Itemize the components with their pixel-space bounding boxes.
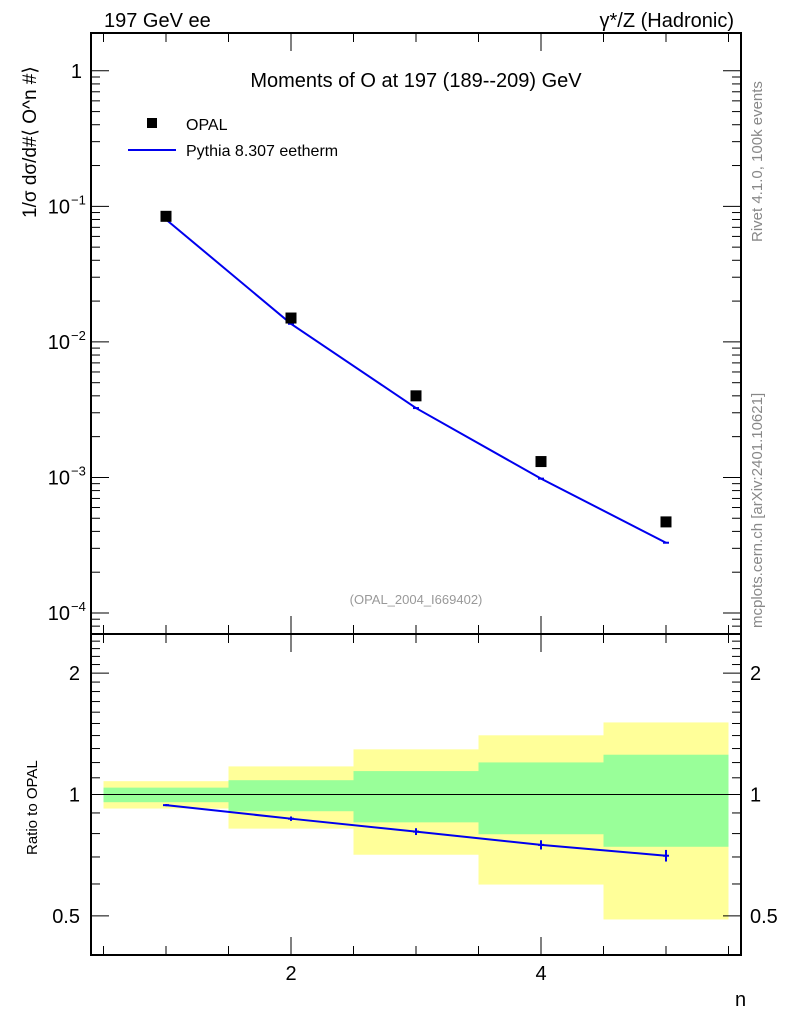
rivet-info: Rivet 4.1.0, 100k events: [749, 81, 766, 242]
band-inner: [478, 762, 604, 835]
y-axis-label: 1/σ dσ/d#⟨ O^n #⟩: [20, 66, 41, 218]
legend-pythia-label: Pythia 8.307 eetherm: [186, 143, 338, 160]
opal-point: [160, 210, 172, 222]
x-axis-label: n: [735, 989, 746, 1011]
opal-point: [285, 312, 297, 324]
opal-point: [535, 456, 547, 468]
y-tick-exponent: −1: [71, 192, 86, 207]
x-tick-label: 4: [535, 963, 546, 985]
header-left: 197 GeV ee: [104, 10, 211, 32]
legend-opal-marker: [147, 118, 157, 128]
header-right: γ*/Z (Hadronic): [600, 10, 734, 32]
y-tick-exponent: −4: [71, 599, 86, 614]
band-inner: [353, 771, 479, 823]
ratio-y-tick-label-left: 0.5: [52, 906, 80, 928]
y-tick-label: 10: [48, 603, 70, 625]
y-tick-exponent: −3: [71, 463, 86, 478]
y-tick-label: 1: [71, 61, 82, 83]
y-tick-exponent: −2: [71, 328, 86, 343]
band-inner: [228, 780, 354, 812]
data-marks: [160, 210, 672, 862]
ratio-y-axis-label: Ratio to OPAL: [24, 760, 41, 855]
ratio-y-tick-label-right: 0.5: [750, 906, 778, 928]
ratio-bands: [91, 722, 741, 920]
y-tick-label: 10: [48, 196, 70, 218]
legend-opal-label: OPAL: [186, 117, 228, 134]
y-tick-label: 10: [48, 467, 70, 489]
pythia-line: [165, 218, 667, 544]
plot-title: Moments of O at 197 (189--209) GeV: [250, 70, 582, 92]
mcplots-info: mcplots.cern.ch [arXiv:2401.10621]: [749, 393, 766, 628]
band-inner: [603, 754, 729, 847]
x-tick-label: 2: [285, 963, 296, 985]
ratio-y-tick-label-right: 2: [750, 663, 761, 685]
watermark: (OPAL_2004_I669402): [350, 592, 483, 607]
ratio-y-tick-label-right: 1: [750, 785, 761, 807]
opal-point: [410, 390, 422, 402]
y-tick-label: 10: [48, 332, 70, 354]
opal-point: [660, 516, 672, 528]
ratio-y-tick-label-left: 1: [69, 785, 80, 807]
ratio-y-tick-label-left: 2: [69, 663, 80, 685]
